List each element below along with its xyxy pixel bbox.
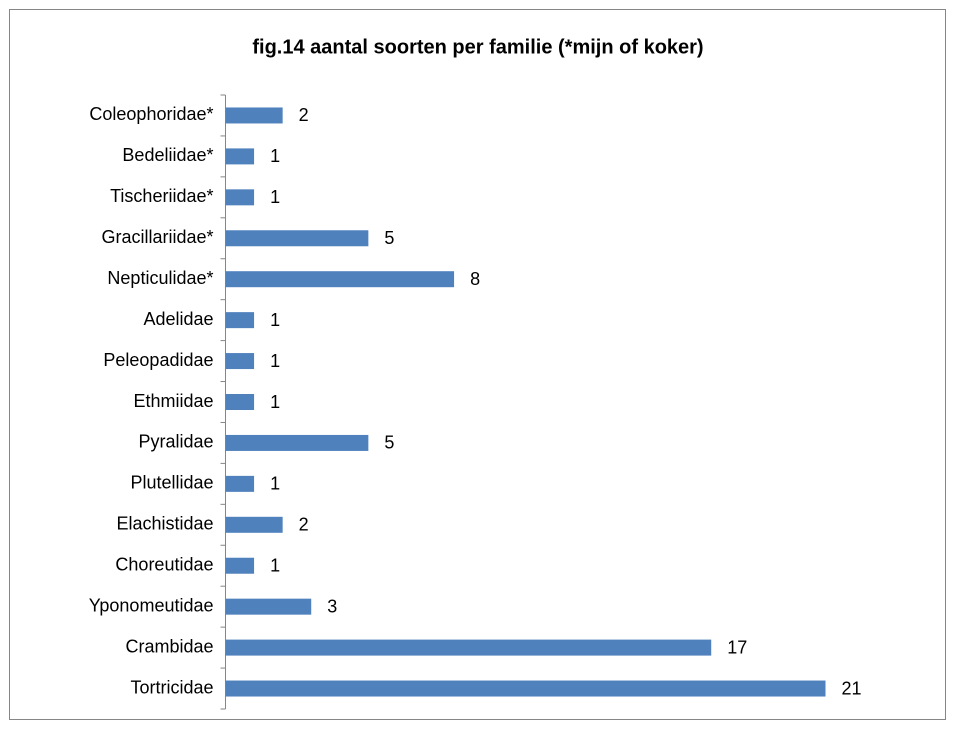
y-tick-label: Coleophoridae* [89,104,213,124]
chart-border [9,9,946,720]
bar [225,230,369,247]
data-label: 1 [270,474,280,494]
chart-title: fig.14 aantal soorten per familie (*mijn… [252,36,703,58]
y-tick-label: Plutellidae [130,473,213,493]
data-label: 1 [270,310,280,330]
data-label: 2 [299,105,309,125]
bar [225,557,255,574]
y-tick-label: Peleopadidae [103,350,213,370]
bar [225,189,255,206]
bar [225,516,283,533]
y-tick-label: Yponomeutidae [89,595,214,615]
bar [225,312,255,329]
bar [225,598,312,615]
y-tick-label: Elachistidae [116,514,213,534]
data-label: 1 [270,146,280,166]
bar [225,475,255,492]
bar [225,353,255,370]
bar [225,271,455,288]
y-tick-label: Bedeliidae* [122,145,213,165]
y-tick-label: Ethmiidae [133,391,213,411]
y-tick-label: Pyralidae [138,432,213,452]
y-tick-label: Adelidae [143,309,213,329]
y-tick-label: Tortricidae [130,677,213,697]
data-label: 1 [270,351,280,371]
data-label: 5 [384,433,394,453]
y-tick-label: Tischeriidae* [110,186,213,206]
bar [225,680,826,697]
bar [225,107,283,124]
data-label: 2 [299,515,309,535]
data-label: 17 [727,637,747,657]
data-label: 1 [270,187,280,207]
data-label: 5 [384,228,394,248]
bar [225,148,255,165]
y-tick-label: Choreutidae [115,554,213,574]
data-label: 8 [470,269,480,289]
y-tick-label: Gracillariidae* [101,227,213,247]
bar [225,639,712,656]
data-label: 3 [327,596,337,616]
y-tick-label: Crambidae [125,636,213,656]
y-tick-label: Nepticulidae* [107,268,213,288]
data-label: 1 [270,392,280,412]
data-label: 1 [270,555,280,575]
data-label: 21 [842,678,862,698]
bar [225,434,369,451]
bar [225,394,255,410]
